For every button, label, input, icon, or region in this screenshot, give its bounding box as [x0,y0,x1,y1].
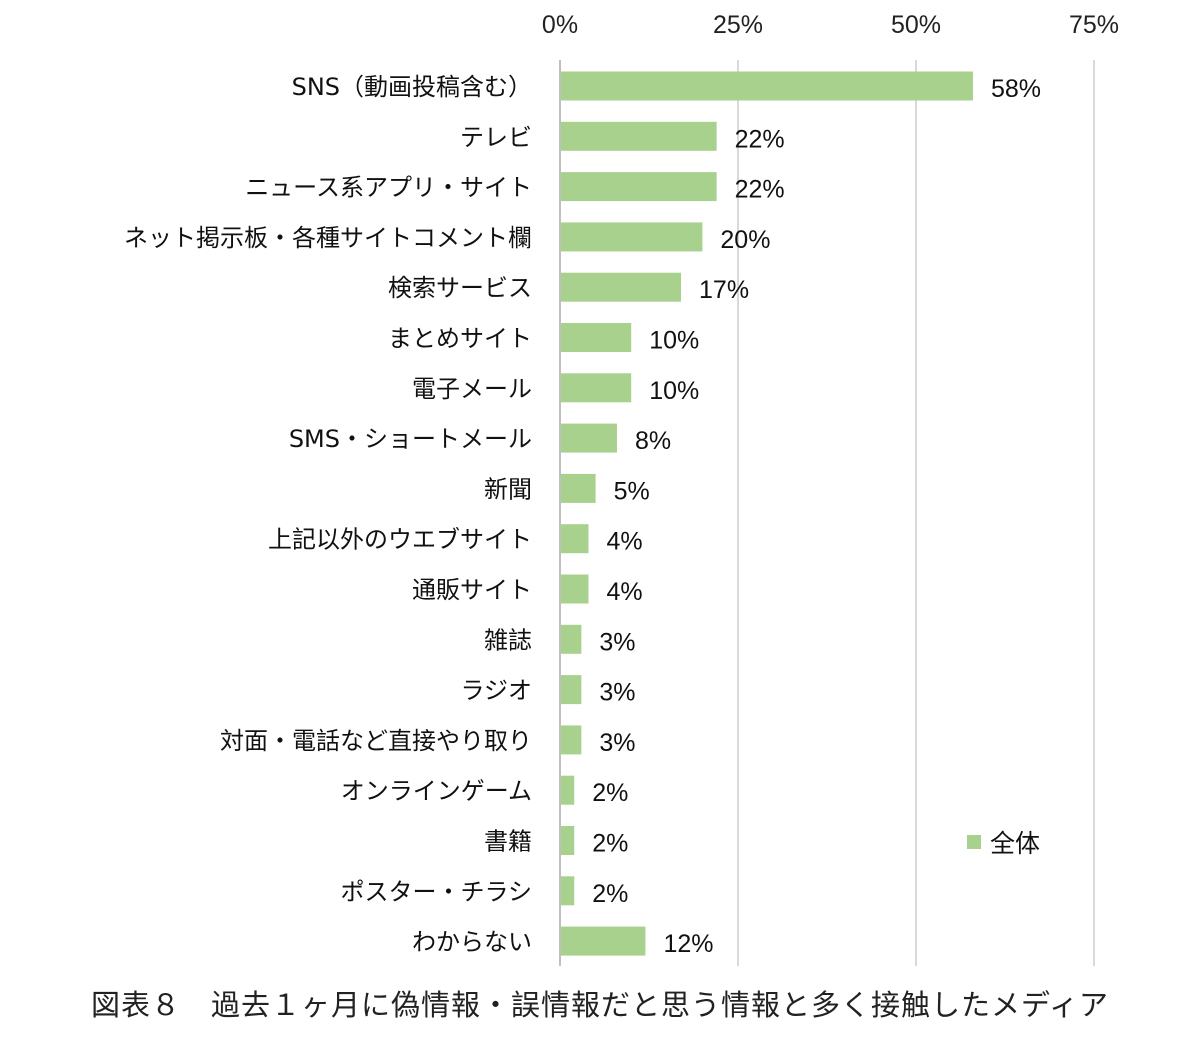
category-label: 通販サイト [412,576,532,604]
data-label: 10% [649,377,699,405]
category-label: ポスター・チラシ [340,878,532,906]
data-label: 4% [606,528,642,556]
bar-chart: 0% 25% 50% 75% SNS（動画投稿含む） テレビニュース系アプリ・サイトネッ… [124,11,1119,966]
data-label: 3% [599,628,635,656]
bar [561,373,632,403]
bar [561,222,703,252]
data-label: 4% [606,578,642,606]
data-label: 12% [663,930,713,958]
data-label: 58% [991,75,1041,103]
category-label: 上記以外のウエブサイト [268,526,532,554]
data-label: 20% [720,226,770,254]
data-label: 17% [699,276,749,304]
data-labels: 58%22%22%20%17%10%10%8%5%4%4%3%3%3%2%2%2… [592,75,1041,958]
category-label: 対面・電話など直接やり取り [220,727,532,755]
category-label: SMS・ショートメール [289,425,532,453]
x-tick-label: 75% [1069,11,1119,39]
bar [561,323,632,352]
bar [561,121,717,151]
data-label: 3% [599,679,635,707]
data-label: 22% [735,176,785,204]
category-label: わからない [412,928,532,956]
category-label: 新聞 [484,475,532,503]
bar [561,574,589,604]
category-label: SNS（動画投稿含む） [292,73,532,101]
legend-label: 全体 [990,829,1040,858]
category-label: 書籍 [484,828,532,856]
gridlines [559,60,1095,966]
bar [561,272,682,302]
data-label: 5% [614,477,650,505]
category-label: 電子メール [412,375,532,403]
category-label: テレビ [460,123,532,151]
bar [561,826,575,855]
data-label: 2% [592,830,628,858]
legend-swatch [967,835,981,849]
bar [561,473,596,503]
category-label: 検索サービス [388,274,532,302]
legend: 全体 [967,829,1040,858]
category-label: オンラインゲーム [341,777,532,805]
data-label: 3% [599,729,635,757]
category-label: 雑誌 [484,626,532,654]
bar [561,423,617,453]
bars [561,71,973,956]
bar [561,675,582,705]
bar [561,876,575,906]
bar [561,172,717,202]
bar [561,71,973,101]
category-label: ニュース系アプリ・サイト [245,174,532,202]
category-label: ラジオ [460,677,532,705]
x-tick-label: 0% [542,11,578,39]
bar [561,725,582,755]
data-label: 22% [735,125,785,153]
bar [561,624,582,654]
x-tick-label: 25% [713,11,763,39]
data-label: 2% [592,880,628,908]
data-label: 2% [592,779,628,807]
x-tick-label: 50% [891,11,941,39]
data-label: 8% [635,427,671,455]
bar [561,926,646,956]
bar [561,524,589,554]
category-label: まとめサイト [388,325,532,353]
x-axis-ticks: 0% 25% 50% 75% [542,11,1119,39]
data-label: 10% [649,327,699,355]
category-labels: SNS（動画投稿含む） テレビニュース系アプリ・サイトネット掲示板・各種サイトコメ… [124,73,532,956]
figure-caption: 図表８ 過去１ヶ月に偽情報・誤情報だと思う情報と多く接触したメディア [91,988,1109,1022]
category-label: ネット掲示板・各種サイトコメント欄 [124,224,532,252]
bar [561,775,575,805]
